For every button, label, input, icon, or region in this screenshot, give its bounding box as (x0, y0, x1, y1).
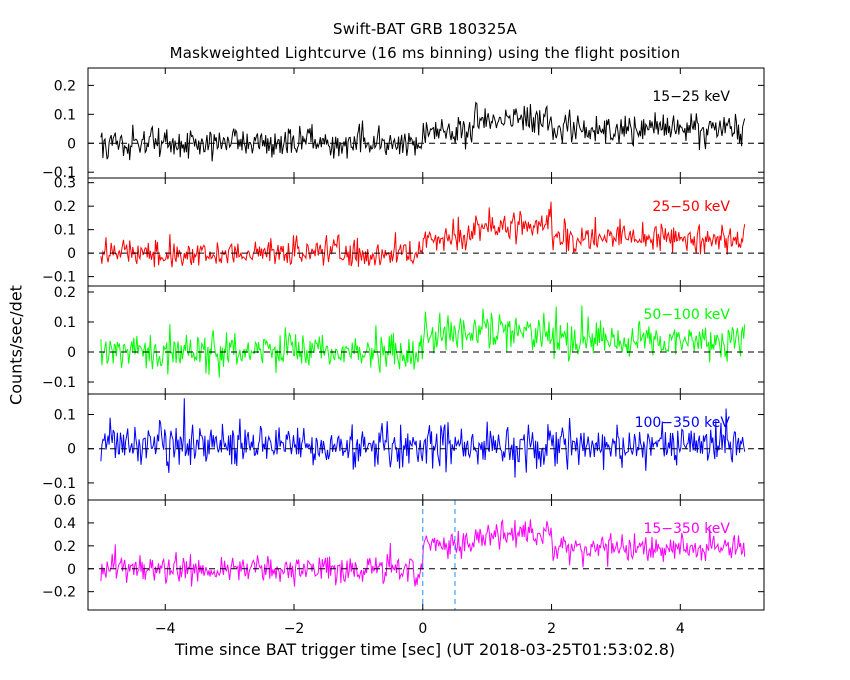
x-tick-label: 4 (676, 621, 685, 637)
y-tick-label: 0 (67, 562, 76, 578)
series-line-2 (100, 201, 746, 268)
series-line-1 (100, 101, 746, 162)
panel-frame (87, 285, 765, 395)
y-tick-label: 0.1 (54, 223, 76, 239)
y-tick-label: 0.6 (54, 493, 76, 509)
y-tick-label: −0.1 (42, 270, 76, 286)
y-tick-label: −0.1 (42, 165, 76, 181)
band-label: 100−350 keV (635, 415, 731, 431)
x-tick-label: −2 (284, 621, 305, 637)
y-tick-label: 0.2 (54, 199, 76, 215)
y-tick-label: 0 (67, 345, 76, 361)
y-tick-label: 0 (67, 442, 76, 458)
band-label: 15−350 keV (643, 521, 730, 537)
y-tick-label: 0.2 (54, 285, 76, 301)
y-tick-label: 0.3 (54, 176, 76, 192)
band-label: 50−100 keV (643, 307, 730, 323)
y-tick-label: 0.2 (54, 78, 76, 94)
band-label: 15−25 keV (652, 89, 730, 105)
band-label: 25−50 keV (652, 199, 730, 215)
chart-title: Swift-BAT GRB 180325A (333, 20, 517, 38)
series-line-3 (100, 305, 746, 378)
y-tick-label: 0 (67, 136, 76, 152)
y-axis-label: Counts/sec/det (6, 285, 26, 405)
x-tick-label: 2 (547, 621, 556, 637)
y-tick-label: 0.2 (54, 539, 76, 555)
series-line-4 (100, 398, 746, 478)
y-tick-label: 0 (67, 246, 76, 262)
chart-subtitle: Maskweighted Lightcurve (16 ms binning) … (169, 44, 681, 62)
x-axis-label: Time since BAT trigger time [sec] (UT 20… (174, 640, 676, 659)
x-tick-label: −4 (155, 621, 176, 637)
x-tick-label: 0 (418, 621, 427, 637)
y-tick-label: −0.1 (42, 375, 76, 391)
y-tick-label: −0.1 (42, 476, 76, 492)
y-tick-label: −0.2 (42, 585, 76, 601)
panel-frame (87, 499, 765, 611)
y-tick-label: 0.1 (54, 408, 76, 424)
y-tick-label: 0.1 (54, 107, 76, 123)
y-tick-label: 0.4 (54, 516, 76, 532)
y-tick-label: 0.1 (54, 315, 76, 331)
